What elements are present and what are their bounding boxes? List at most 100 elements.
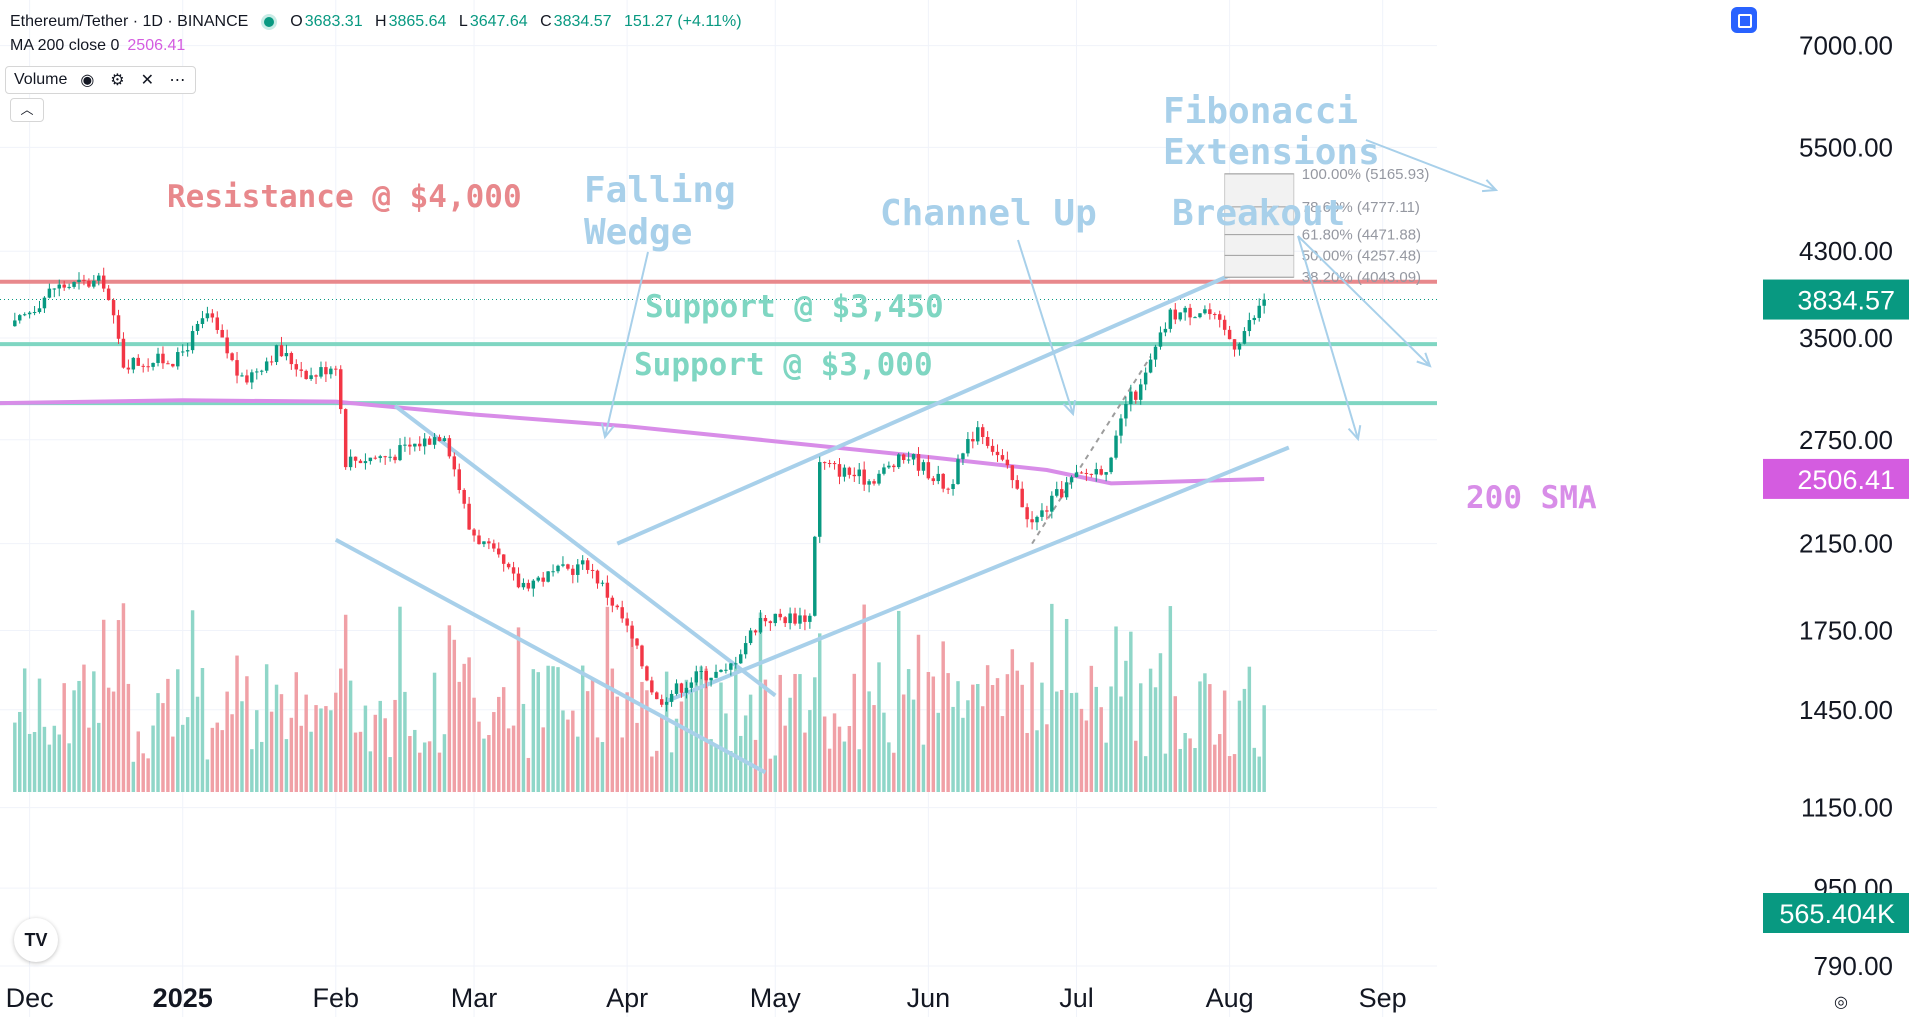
candle-body xyxy=(62,284,66,288)
fullscreen-button[interactable] xyxy=(1731,7,1757,33)
candle-body xyxy=(87,280,91,287)
candle-body xyxy=(867,481,871,485)
collapse-legend-button[interactable]: ︿ xyxy=(10,98,44,122)
volume-bar xyxy=(1064,618,1069,792)
volume-indicator-pill[interactable]: Volume ◉ ⚙ ✕ ⋯ xyxy=(5,66,197,94)
candle-body xyxy=(314,375,318,377)
volume-bar xyxy=(847,726,852,792)
candle-body xyxy=(131,357,136,370)
sma-value-badge: 2506.41 xyxy=(1797,465,1895,495)
candle-body xyxy=(398,445,402,461)
volume-bar xyxy=(857,749,861,792)
gear-icon[interactable]: ⚙ xyxy=(110,72,125,89)
volume-bar xyxy=(1262,705,1266,792)
volume-bar xyxy=(1000,716,1005,792)
volume-bar xyxy=(936,712,940,792)
high-label: H xyxy=(375,13,387,30)
price-tick-label: 1750.00 xyxy=(1799,615,1893,645)
candle-body xyxy=(822,462,827,464)
candle-body xyxy=(729,663,733,670)
candle-body xyxy=(971,439,975,442)
volume-bar xyxy=(388,757,392,792)
candle-body xyxy=(1153,346,1158,360)
close-icon[interactable]: ✕ xyxy=(140,72,155,89)
candle-body xyxy=(368,457,373,462)
candle-body xyxy=(121,338,126,368)
ma-row[interactable]: MA 200 close 0 2506.41 xyxy=(10,34,750,58)
candle-body xyxy=(1178,312,1182,320)
candle-body xyxy=(358,460,363,464)
candle-body xyxy=(472,529,476,536)
volume-bar xyxy=(62,683,66,792)
volume-bar xyxy=(951,706,955,792)
volume-bar xyxy=(136,731,140,792)
fib-level-label: 50.00% (4257.48) xyxy=(1302,247,1421,264)
volume-bar xyxy=(176,669,180,792)
candle-body xyxy=(156,353,160,363)
volume-bar xyxy=(911,699,916,792)
volume-bar xyxy=(383,718,387,792)
candle-body xyxy=(1010,465,1015,481)
candle-body xyxy=(655,692,659,700)
channel-upper-line xyxy=(616,256,1270,546)
volume-bar xyxy=(976,684,980,792)
candle-body xyxy=(645,666,649,681)
candle-body xyxy=(1000,455,1005,460)
volume-bars xyxy=(13,603,1266,792)
falling-wedge-label-line1: Falling xyxy=(584,170,736,211)
volume-bar xyxy=(22,668,27,792)
low-value: 3647.64 xyxy=(469,13,528,30)
candle-body xyxy=(561,564,565,566)
high-value: 3865.64 xyxy=(388,13,447,30)
candle-body xyxy=(408,444,412,447)
close-value: 3834.57 xyxy=(553,13,612,30)
volume-bar xyxy=(1163,753,1168,792)
breakout-pointer-2-head xyxy=(1416,352,1432,368)
candle-body xyxy=(936,473,940,482)
volume-bar xyxy=(432,672,437,792)
fib-level-label: 100.00% (5165.93) xyxy=(1302,166,1430,183)
breakout-pointer-2 xyxy=(1297,235,1431,367)
candle-body xyxy=(541,577,545,582)
volume-bar xyxy=(985,665,990,792)
volume-bar xyxy=(482,738,486,792)
volume-bar xyxy=(116,620,121,792)
candles xyxy=(13,267,1266,712)
volume-bar xyxy=(585,691,590,792)
candle-body xyxy=(47,288,52,298)
candle-body xyxy=(1015,480,1019,489)
volume-bar xyxy=(793,673,797,792)
candle-body xyxy=(892,465,896,468)
candle-body xyxy=(413,443,417,447)
time-tick-label: May xyxy=(750,983,802,1013)
candle-body xyxy=(141,365,145,367)
chart-legend: Ethereum/Tether · 1D · BINANCE O 3683.31 … xyxy=(10,10,750,58)
chart-settings-gear-icon[interactable]: ◎ xyxy=(1834,994,1848,1011)
volume-bar xyxy=(452,639,457,792)
symbol-title[interactable]: Ethereum/Tether · 1D · BINANCE xyxy=(10,13,249,30)
volume-bar xyxy=(47,744,52,792)
volume-bar xyxy=(1148,668,1153,792)
candle-body xyxy=(264,361,269,371)
volume-bar xyxy=(284,739,289,792)
tradingview-logo-icon[interactable]: TV xyxy=(14,918,58,962)
volume-bar xyxy=(867,691,871,792)
volume-bar xyxy=(541,727,545,792)
volume-bar xyxy=(151,725,155,792)
candle-body xyxy=(1257,305,1261,318)
candle-body xyxy=(995,451,1000,456)
volume-bar xyxy=(655,750,659,792)
volume-bar xyxy=(511,725,516,792)
eye-icon[interactable]: ◉ xyxy=(80,72,95,89)
candle-body xyxy=(842,467,847,477)
volume-bar xyxy=(546,665,550,792)
candle-body xyxy=(57,284,61,289)
more-icon[interactable]: ⋯ xyxy=(169,72,186,89)
ma-label: MA 200 close 0 xyxy=(10,37,120,54)
volume-bar xyxy=(1198,681,1202,792)
candle-body xyxy=(743,643,748,655)
volume-bar xyxy=(255,710,259,792)
volume-bar xyxy=(1237,700,1242,792)
volume-bar xyxy=(1222,690,1227,792)
